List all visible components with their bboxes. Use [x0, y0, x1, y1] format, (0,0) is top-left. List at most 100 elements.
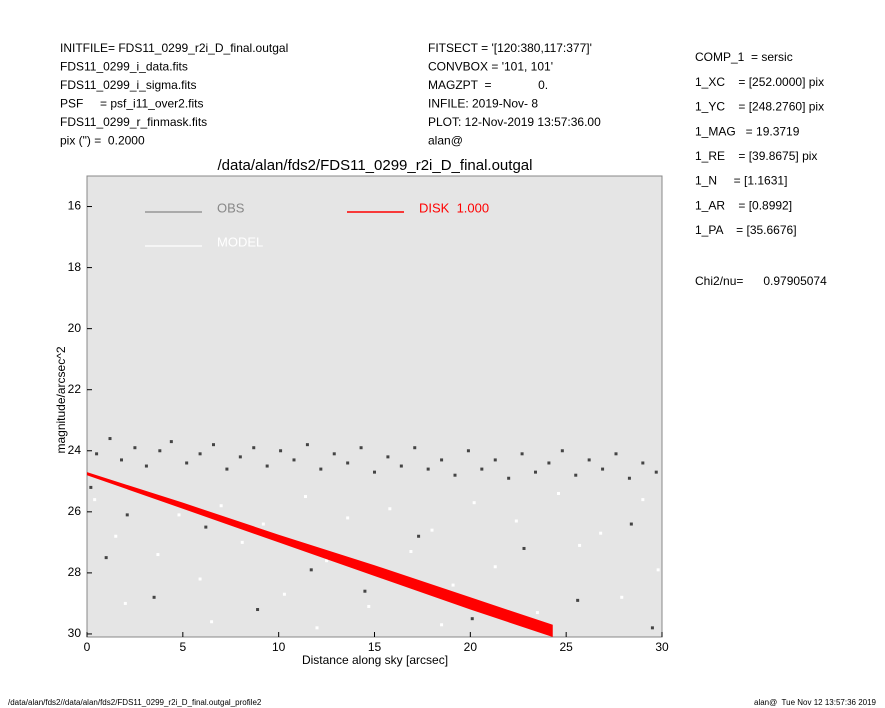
fit-parameter: 1_PA = [35.6676]: [695, 223, 797, 237]
data-point: [534, 470, 537, 474]
data-point: [133, 446, 137, 450]
data-point: [315, 626, 319, 630]
legend-label: DISK 1.000: [419, 200, 489, 215]
data-point: [185, 461, 189, 465]
legend-label: MODEL: [217, 234, 263, 249]
data-point: [346, 516, 350, 520]
data-point: [507, 476, 511, 480]
data-point: [578, 543, 582, 547]
data-point: [120, 458, 123, 462]
data-point: [252, 446, 256, 450]
data-point: [125, 513, 129, 517]
data-point: [198, 452, 202, 456]
y-axis-label: magnitude/arcsec^2: [54, 346, 68, 453]
data-point: [292, 458, 296, 462]
data-point: [522, 546, 526, 550]
y-tick-label: 28: [68, 565, 82, 579]
data-point: [493, 565, 497, 569]
fit-parameter: 1_XC = [252.0000] pix: [695, 75, 824, 89]
data-point: [417, 534, 421, 538]
header-line: FDS11_0299_i_sigma.fits: [60, 78, 197, 92]
data-point: [614, 452, 618, 456]
header-line: PLOT: 12-Nov-2019 13:57:36.00: [428, 115, 601, 129]
data-point: [627, 476, 631, 480]
data-point: [650, 626, 654, 630]
fit-parameter: 1_N = [1.1631]: [695, 174, 787, 188]
header-line: FITSECT = '[120:380,117:377]': [428, 41, 592, 55]
header-line: alan@: [428, 134, 463, 148]
chart-title: /data/alan/fds2/FDS11_0299_r2i_D_final.o…: [218, 157, 533, 174]
data-point: [413, 446, 417, 450]
data-point: [367, 604, 371, 608]
data-point: [451, 583, 455, 587]
footer-path: /data/alan/fds2//data/alan/fds2/FDS11_02…: [8, 698, 262, 707]
header-line: FDS11_0299_r_finmask.fits: [60, 115, 207, 129]
fit-parameter: 1_MAG = 19.3719: [695, 124, 800, 138]
plot-marks: [87, 437, 660, 637]
y-tick-label: 22: [68, 382, 82, 396]
header-line: MAGZPT = 0.: [428, 78, 548, 92]
data-point: [493, 458, 497, 462]
data-point: [363, 589, 367, 593]
data-point: [204, 525, 208, 529]
data-point: [114, 534, 118, 538]
y-tick-label: 26: [68, 504, 82, 518]
data-point: [557, 492, 560, 496]
fit-parameter: 1_RE = [39.8675] pix: [695, 149, 817, 163]
data-point: [325, 559, 329, 563]
fit-parameter: COMP_1 = sersic: [695, 50, 793, 64]
x-tick-label: 30: [655, 640, 669, 654]
data-point: [654, 470, 658, 474]
header-line: INITFILE= FDS11_0299_r2i_D_final.outgal: [60, 41, 288, 55]
data-point: [238, 455, 242, 459]
data-point: [156, 553, 160, 557]
header-line: PSF = psf_i11_over2.fits: [60, 97, 204, 111]
data-point: [520, 452, 524, 456]
data-point: [620, 595, 624, 599]
data-point: [359, 446, 363, 450]
data-point: [198, 577, 202, 581]
data-point: [426, 467, 430, 471]
data-point: [265, 464, 269, 468]
data-point: [123, 601, 127, 605]
data-point: [656, 568, 660, 572]
header-line: pix (") = 0.2000: [60, 134, 145, 148]
data-point: [261, 522, 265, 526]
data-point: [89, 485, 93, 489]
x-tick-label: 5: [179, 640, 186, 654]
data-point: [256, 608, 260, 612]
data-point: [599, 531, 603, 535]
data-point: [158, 449, 162, 453]
header-line: INFILE: 2019-Nov- 8: [428, 97, 538, 111]
data-point: [470, 617, 474, 621]
x-tick-label: 0: [84, 640, 91, 654]
data-point: [440, 623, 444, 627]
y-tick-label: 16: [68, 199, 82, 213]
data-point: [319, 467, 323, 471]
data-point: [629, 522, 633, 526]
data-point: [587, 458, 591, 462]
data-point: [346, 461, 350, 465]
data-point: [210, 620, 214, 624]
data-point: [212, 443, 215, 447]
data-point: [225, 467, 229, 471]
data-point: [480, 467, 484, 471]
data-point: [108, 437, 112, 441]
data-point: [386, 455, 390, 459]
header-line: CONVBOX = '101, 101': [428, 60, 553, 74]
header-line: FDS11_0299_i_data.fits: [60, 60, 188, 74]
data-point: [409, 550, 413, 554]
x-axis-label: Distance along sky [arcsec]: [302, 653, 448, 667]
data-point: [560, 449, 564, 453]
data-point: [373, 470, 376, 474]
data-point: [95, 452, 99, 456]
data-point: [104, 556, 108, 560]
x-tick-label: 25: [559, 640, 573, 654]
data-point: [240, 540, 244, 544]
fit-parameter: 1_AR = [0.8992]: [695, 198, 792, 212]
data-point: [169, 440, 173, 444]
legend-label: OBS: [217, 200, 245, 215]
x-tick-label: 15: [368, 640, 382, 654]
data-point: [574, 473, 578, 477]
